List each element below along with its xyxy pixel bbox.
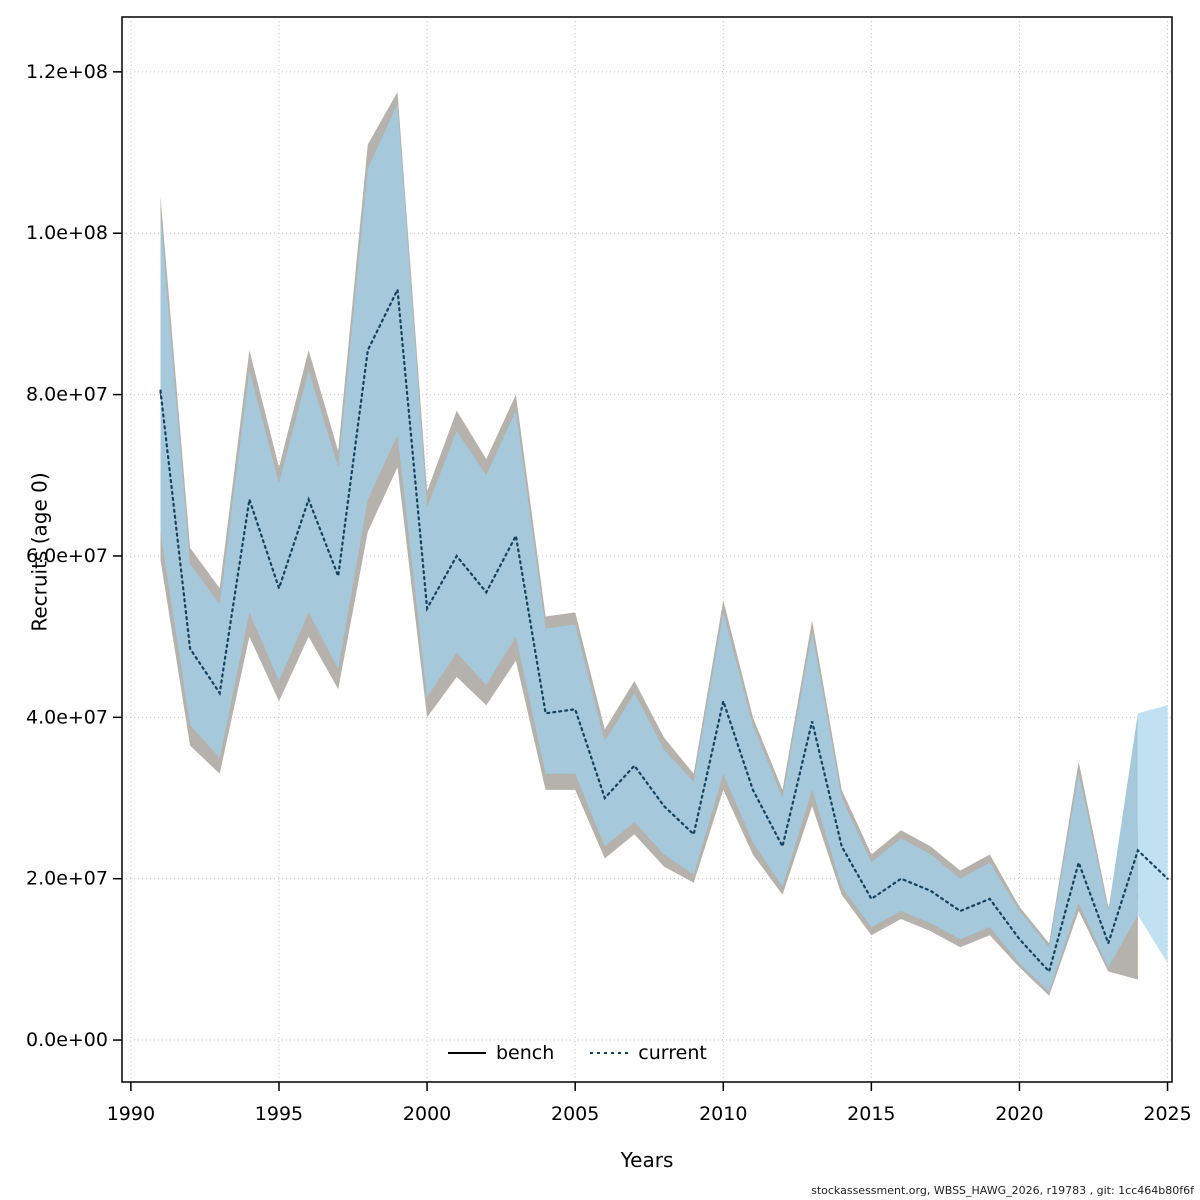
bench-line-sample-icon <box>448 1052 486 1054</box>
footer-citation: stockassessment.org, WBSS_HAWG_2026, r19… <box>811 1184 1194 1197</box>
y-tick-label: 2.0e+07 <box>26 868 108 890</box>
current-confidence-band <box>160 104 1138 992</box>
y-tick-label: 1.0e+08 <box>26 222 108 244</box>
legend-label-bench: bench <box>496 1042 555 1064</box>
x-axis-title: Years <box>620 1148 674 1172</box>
y-tick-label: 4.0e+07 <box>26 706 108 728</box>
current-forecast-band <box>1137 705 1168 964</box>
plot-box <box>121 16 1173 1083</box>
y-tick-label: 6.0e+07 <box>26 545 108 567</box>
y-tick-label: 1.2e+08 <box>26 61 108 83</box>
x-tick-label: 2005 <box>551 1103 599 1125</box>
current-line <box>159 285 1169 974</box>
x-tick-label: 2015 <box>847 1103 895 1125</box>
x-tick-label: 1995 <box>255 1103 303 1125</box>
y-tick-label: 0.0e+00 <box>26 1029 108 1051</box>
legend-item-bench: bench <box>448 1042 554 1064</box>
x-tick-label: 2025 <box>1143 1103 1191 1125</box>
y-tick-label: 8.0e+07 <box>26 384 108 406</box>
legend-item-current: current <box>590 1042 707 1064</box>
x-tick-label: 1990 <box>107 1103 155 1125</box>
current-line-sample-icon <box>590 1052 629 1054</box>
x-tick-label: 2010 <box>699 1103 747 1125</box>
x-tick-label: 2000 <box>403 1103 451 1125</box>
legend: bench current <box>448 1042 707 1064</box>
x-tick-label: 2020 <box>995 1103 1043 1125</box>
legend-label-current: current <box>638 1042 707 1064</box>
